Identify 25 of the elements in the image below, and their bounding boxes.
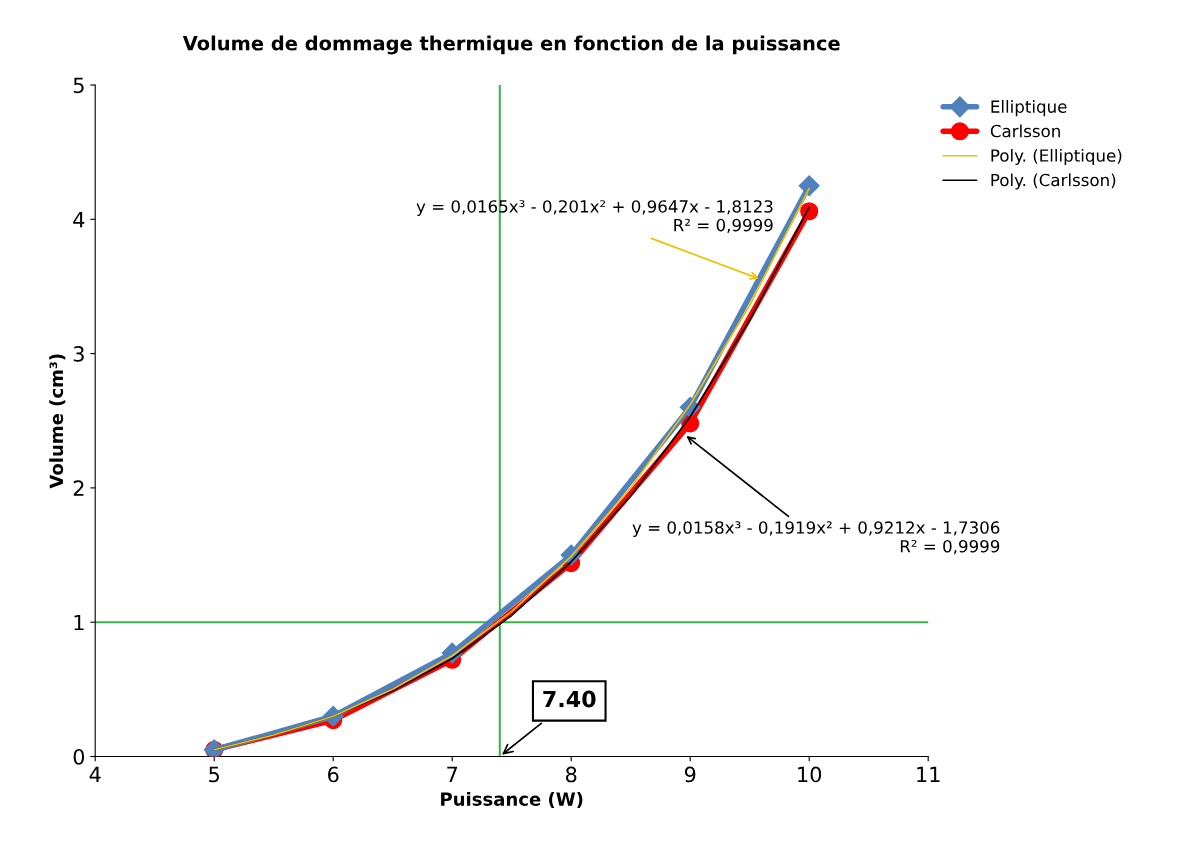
y-tick-label: 4 — [73, 212, 85, 228]
x-tick-label: 4 — [89, 766, 101, 783]
x-tick-label: 8 — [565, 766, 577, 783]
y-axis-title: Volume (cm³) — [49, 354, 66, 489]
chart-title: Volume de dommage thermique en fonction de la puissance — [182, 35, 840, 55]
x-tick-label: 10 — [798, 766, 822, 783]
x-tick-label: 7 — [447, 766, 458, 783]
ref-line-label: 7.40 — [543, 690, 596, 708]
y-tick-label: 2 — [73, 480, 84, 496]
y-tick-label: 3 — [73, 346, 84, 362]
legend-label: Poly. (Carlsson) — [991, 173, 1116, 190]
x-tick-label: 9 — [684, 766, 696, 783]
x-tick-label: 11 — [917, 766, 940, 783]
annotation: y = 0,0158x³ - 0,1919x² + 0,9212x - 1,7306 R² = 0,9999 — [632, 521, 1000, 555]
x-tick-label: 6 — [328, 766, 339, 783]
x-axis-title: Puissance (W) — [441, 791, 583, 809]
point — [798, 175, 820, 197]
legend-label: Carlsson — [990, 124, 1060, 138]
y-tick-label: 0 — [73, 748, 85, 765]
legend-label: Elliptique — [991, 100, 1067, 117]
point — [800, 202, 819, 221]
y-tick-label: 1 — [74, 614, 84, 631]
x-tick-label: 5 — [209, 766, 220, 783]
legend-label: Poly. (Elliptique) — [991, 148, 1122, 166]
y-tick-label: 5 — [73, 77, 84, 94]
